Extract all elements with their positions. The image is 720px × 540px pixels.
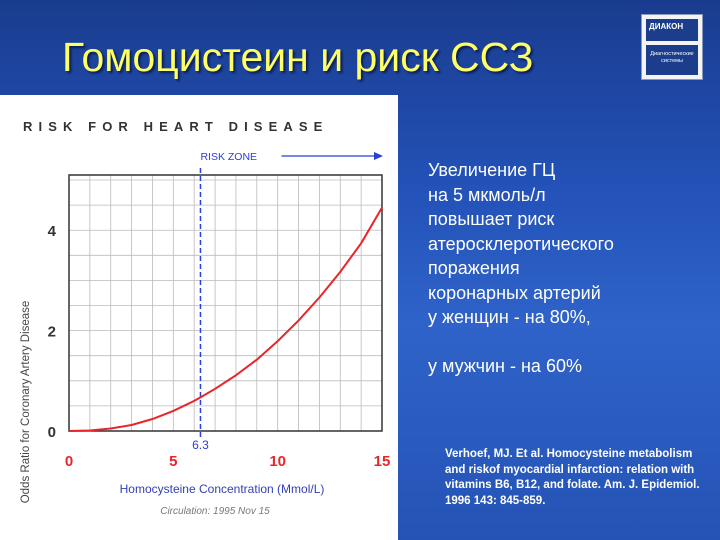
x-tick-label: 10 (269, 453, 286, 470)
y-tick-label: 0 (48, 424, 56, 441)
x-axis-label: Homocysteine Concentration (Mmol/L) (120, 482, 325, 496)
x-tick-labels: 0 5 10 15 (65, 453, 391, 470)
logo-bottom-panel: Диагностические системы (646, 45, 698, 75)
logo-bottom-line2: системы (661, 58, 683, 64)
body-text: Увеличение ГЦ на 5 мкмоль/л повышает рис… (428, 158, 713, 379)
y-tick-labels: 0 2 4 (48, 223, 57, 441)
y-tick-label: 4 (48, 223, 57, 240)
body-line-3: повышает риск (428, 209, 555, 229)
body-spacer (428, 330, 713, 355)
body-line-2: на 5 мкмоль/л (428, 184, 546, 205)
body-line-7: у женщин - на 80%, (428, 307, 591, 327)
risk-zone-arrowhead (374, 152, 383, 160)
company-logo: ДИАКОН Диагностические системы (641, 14, 703, 80)
citation: Verhoef, MJ. Et al. Homocysteine metabol… (445, 448, 700, 507)
source-note: Circulation: 1995 Nov 15 (160, 506, 270, 517)
odds-ratio-curve (68, 207, 383, 432)
plot-frame (68, 174, 383, 432)
logo-bottom-line1: Диагностические (650, 51, 694, 57)
y-tick-label: 2 (48, 324, 56, 341)
slide-title: Гомоцистеин и риск ССЗ (62, 34, 534, 80)
chart-title: RISK FOR HEART DISEASE (23, 119, 328, 134)
body-line-4: атеросклеротического (428, 233, 614, 254)
x-tick-label: 0 (65, 453, 73, 470)
body-line-5: поражения (428, 258, 520, 278)
risk-zone-label: RISK ZONE (200, 151, 257, 163)
risk-threshold-label: 6.3 (192, 438, 209, 452)
chart-panel: RISK FOR HEART DISEASE RISK ZONE 6.3 0 2 4… (0, 95, 398, 540)
body-line-last: у мужчин - на 60% (428, 356, 582, 376)
x-tick-label: 5 (169, 453, 177, 470)
body-line-6: коронарных артерий (428, 282, 601, 303)
body-line-1: Увеличение ГЦ (428, 160, 556, 180)
logo-top-label: ДИАКОН (646, 19, 698, 41)
x-tick-label: 15 (374, 453, 391, 470)
risk-chart: RISK FOR HEART DISEASE RISK ZONE 6.3 0 2 4… (20, 119, 391, 517)
y-axis-label: Odds Ratio for Coronary Artery Disease (20, 301, 32, 504)
plot-grid (69, 175, 382, 431)
